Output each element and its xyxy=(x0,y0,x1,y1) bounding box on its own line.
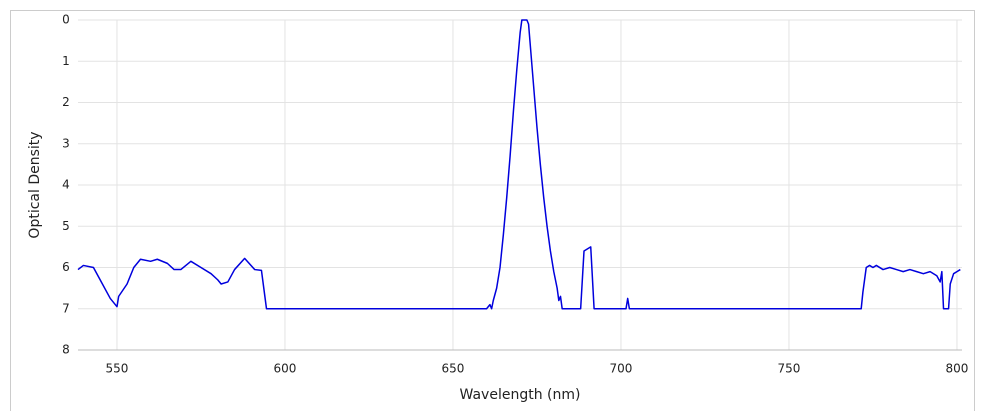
x-tick-label: 750 xyxy=(778,362,801,376)
y-tick-label: 3 xyxy=(62,136,70,150)
y-axis-title: Optical Density xyxy=(27,131,43,238)
y-tick-label: 1 xyxy=(62,54,70,68)
y-tick-label: 7 xyxy=(62,301,70,315)
y-tick-label: 4 xyxy=(62,178,70,192)
y-tick-label: 2 xyxy=(62,95,70,109)
x-tick-label: 650 xyxy=(442,362,465,376)
y-tick-label: 0 xyxy=(62,13,70,27)
x-tick-label: 600 xyxy=(274,362,297,376)
data-line xyxy=(77,19,961,310)
y-tick-label: 5 xyxy=(62,219,70,233)
y-tick-label: 6 xyxy=(62,260,70,274)
x-axis-title: Wavelength (nm) xyxy=(460,387,581,403)
y-tick-label: 8 xyxy=(62,343,70,357)
x-tick-label: 800 xyxy=(946,362,969,376)
chart-frame xyxy=(10,10,975,411)
x-tick-label: 550 xyxy=(106,362,129,376)
x-tick-label: 700 xyxy=(610,362,633,376)
